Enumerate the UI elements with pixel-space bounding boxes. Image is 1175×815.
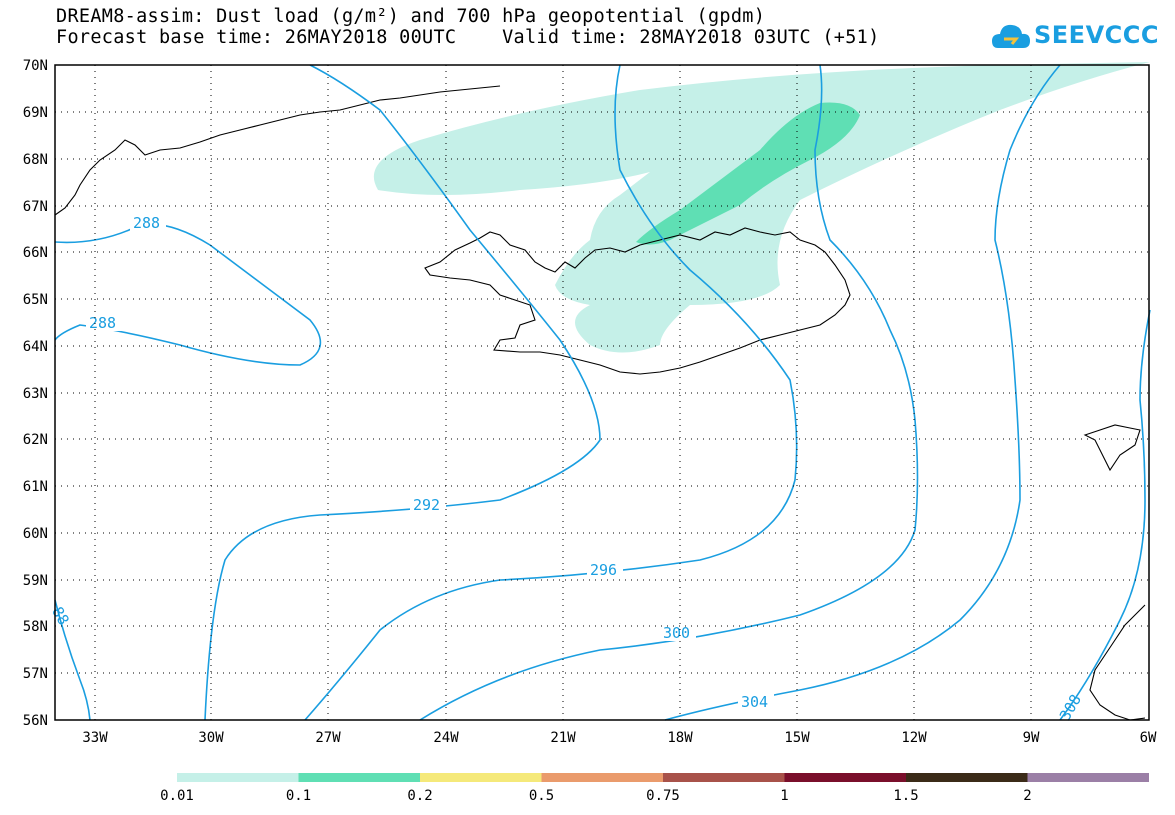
seevccc-logo: SEEVCCC [990, 18, 1159, 58]
geopotential-contours [54, 64, 1151, 721]
legend-swatch [541, 773, 663, 782]
lon-label: 12W [901, 730, 927, 746]
lat-label: 57N [23, 666, 48, 682]
dust-area-low [373, 62, 1150, 353]
legend-swatch [298, 773, 420, 782]
legend-label: 0.1 [286, 788, 311, 804]
legend-label: 0.75 [646, 788, 680, 804]
map-header: DREAM8-assim: Dust load (g/m²) and 700 h… [56, 6, 956, 48]
legend-swatch [1027, 773, 1149, 782]
legend-label: 2 [1023, 788, 1031, 804]
lat-label: 63N [23, 386, 48, 402]
lat-label: 65N [23, 292, 48, 308]
contour-label-304: 304 [741, 693, 768, 711]
legend-swatch [663, 773, 785, 782]
lon-label: 33W [82, 730, 108, 746]
faroe-coast [1083, 424, 1141, 472]
legend-label: 0.2 [407, 788, 432, 804]
legend-labels: 0.01 0.1 0.2 0.5 0.75 1 1.5 2 [160, 788, 1032, 804]
contour-288-b [54, 599, 91, 721]
lat-label: 56N [23, 713, 48, 729]
lat-label: 68N [23, 152, 48, 168]
legend-label: 0.5 [529, 788, 554, 804]
contour-label-288-b: 288 [89, 314, 116, 332]
lat-label: 64N [23, 339, 48, 355]
legend-swatches [177, 773, 1149, 782]
contour-296 [304, 64, 798, 721]
contour-300 [419, 64, 919, 721]
dust-area-mid [636, 102, 860, 245]
legend-label: 1.5 [893, 788, 918, 804]
contour-292 [204, 64, 601, 721]
graticule [55, 65, 1149, 720]
lat-label: 60N [23, 526, 48, 542]
contour-304 [664, 64, 1061, 721]
lat-label: 67N [23, 199, 48, 215]
lat-label: 58N [23, 619, 48, 635]
logo-text: SEEVCCC [1034, 21, 1159, 49]
legend-swatch [420, 773, 542, 782]
lon-label: 21W [550, 730, 576, 746]
lat-label: 62N [23, 432, 48, 448]
coastlines [54, 85, 1146, 721]
lon-label: 9W [1023, 730, 1040, 746]
legend-label: 0.01 [160, 788, 194, 804]
lat-label: 59N [23, 573, 48, 589]
contour-308 [1059, 309, 1151, 721]
lat-label: 69N [23, 105, 48, 121]
lon-label: 24W [433, 730, 459, 746]
contour-label-296: 296 [590, 561, 617, 579]
lon-label: 6W [1140, 730, 1157, 746]
lon-label: 30W [198, 730, 224, 746]
lon-label: 15W [784, 730, 810, 746]
contour-label-300: 300 [663, 624, 690, 642]
legend-swatch [784, 773, 906, 782]
greenland-coast [54, 85, 501, 216]
scotland-coast [1089, 604, 1146, 721]
legend-swatch [177, 773, 299, 782]
iceland-coast [424, 227, 851, 375]
lat-axis: 70N 69N 68N 67N 66N 65N 64N 63N 62N 61N … [23, 58, 48, 729]
title-line: DREAM8-assim: Dust load (g/m²) and 700 h… [56, 6, 766, 27]
contour-label-292: 292 [413, 496, 440, 514]
dust-shading [373, 62, 1150, 353]
lon-axis: 33W 30W 27W 24W 21W 18W 15W 12W 9W 6W [82, 730, 1157, 746]
lon-label: 27W [315, 730, 341, 746]
contour-label-288-a: 288 [133, 214, 160, 232]
lon-label: 18W [667, 730, 693, 746]
lat-label: 70N [23, 58, 48, 74]
legend-label: 1 [780, 788, 788, 804]
lat-label: 61N [23, 479, 48, 495]
legend-swatch [906, 773, 1028, 782]
map-frame [54, 64, 1150, 721]
cloud-icon [992, 24, 1030, 48]
lat-label: 66N [23, 245, 48, 261]
time-line: Forecast base time: 26MAY2018 00UTC Vali… [56, 27, 880, 48]
